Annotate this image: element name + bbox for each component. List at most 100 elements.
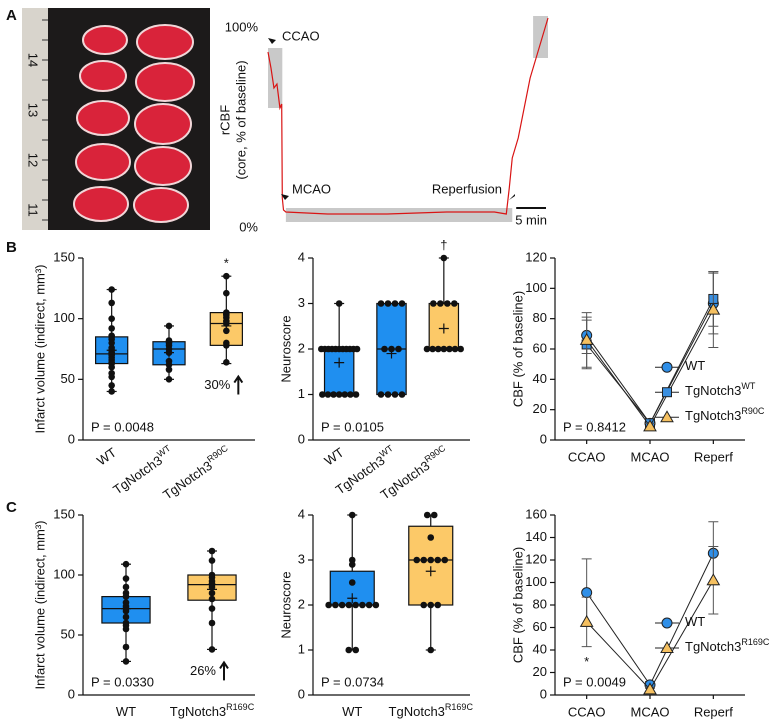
- y-axis-label: Neuroscore: [278, 571, 293, 638]
- data-point: [365, 601, 373, 609]
- data-point: [108, 325, 115, 332]
- y-tick-label: 50: [61, 626, 75, 641]
- y-tick-label: 40: [533, 371, 547, 386]
- data-point: [223, 359, 230, 366]
- x-tick-label-text: WT: [94, 445, 119, 469]
- p-value: P = 0.0330: [91, 674, 154, 689]
- data-point: [643, 419, 657, 432]
- x-tick-label: WT: [342, 704, 362, 719]
- increase-label: 30%: [204, 377, 230, 392]
- significance-mark: *: [224, 256, 229, 271]
- data-point: [391, 391, 399, 398]
- y-tick-label: 150: [53, 506, 75, 521]
- brain-slices: [73, 24, 195, 223]
- data-point: [427, 601, 435, 609]
- y-tick-label: 100: [53, 566, 75, 581]
- y-tick-label: 4: [298, 249, 305, 264]
- y-tick-label: 80: [533, 310, 547, 325]
- x-tick-label: Reperf: [694, 449, 733, 464]
- data-point: [441, 556, 449, 564]
- p-value: P = 0.0734: [321, 674, 384, 689]
- data-point: [165, 361, 173, 369]
- panel-letter: A: [6, 7, 17, 24]
- data-point: [381, 345, 388, 353]
- data-point: [332, 601, 339, 609]
- data-point: [208, 619, 216, 627]
- x-tick-label-sup: R169C: [445, 702, 474, 712]
- ruler: [22, 8, 48, 230]
- data-point: [427, 556, 435, 564]
- y-tick-label: 80: [533, 596, 547, 611]
- box: [323, 348, 355, 396]
- data-point: [122, 560, 130, 568]
- ruler-label: 11: [26, 203, 41, 217]
- data-point: [440, 345, 448, 353]
- y-tick-label: 0: [298, 686, 305, 701]
- increase-arrow: [233, 374, 244, 395]
- data-point: [444, 300, 451, 307]
- legend-label: WT: [685, 359, 705, 374]
- data-point: [208, 547, 216, 555]
- data-point: [208, 583, 216, 591]
- data-point: [434, 601, 442, 609]
- x-tick-label-sup: R90C: [423, 443, 448, 465]
- x-tick-label-text: TgNotch3: [170, 704, 226, 719]
- y-tick-label: 3: [298, 295, 305, 310]
- data-point: [706, 302, 721, 315]
- data-point: [165, 376, 173, 383]
- y-axis-label: CBF (% of baseline): [510, 291, 525, 407]
- x-tick-label: Reperf: [694, 704, 733, 719]
- increase-arrow: [219, 660, 229, 681]
- data-point: [341, 391, 349, 398]
- data-point: [122, 607, 130, 615]
- y-tick-label: 50: [61, 371, 75, 386]
- y-tick-label: 1: [298, 386, 305, 401]
- increase-label: 26%: [190, 663, 216, 678]
- data-point: [122, 575, 130, 582]
- rcbf-trace: [267, 17, 549, 215]
- legend-label-sup: R90C: [741, 407, 765, 417]
- data-point: [208, 557, 216, 564]
- x-tick-label: CCAO: [568, 704, 606, 719]
- averaging-window: [285, 208, 513, 222]
- data-point: [223, 272, 230, 280]
- event-arrowhead: [268, 38, 276, 44]
- x-tick-label: MCAO: [631, 449, 670, 464]
- data-point: [391, 300, 399, 307]
- y-tick-label: 0: [68, 686, 75, 701]
- data-point: [223, 327, 230, 335]
- x-tick-label: WT: [116, 704, 136, 719]
- data-point: [706, 573, 721, 586]
- legend-label-sup: R169C: [741, 637, 770, 647]
- ruler-label: 12: [26, 153, 41, 167]
- y-tick-label: 0: [540, 431, 547, 446]
- data-point: [423, 511, 431, 519]
- y-tick-label: 100: [53, 310, 75, 325]
- data-point: [122, 613, 130, 621]
- data-point: [353, 345, 361, 353]
- y-axis-label: CBF (% of baseline): [510, 547, 525, 663]
- data-point: [372, 601, 380, 609]
- y-tick-label: 20: [533, 401, 547, 416]
- event-label: CCAO: [282, 28, 320, 43]
- legend-label-sup: WT: [741, 382, 755, 392]
- ruler-ticks: [42, 19, 48, 221]
- y-tick-label: 0: [298, 431, 305, 446]
- data-point: [398, 300, 406, 307]
- p-value: P = 0.8412: [563, 419, 626, 434]
- event-arrowhead: [281, 194, 289, 200]
- data-point: [165, 322, 173, 330]
- legend-marker: [662, 387, 672, 398]
- data-point: [108, 315, 115, 322]
- y-tick-label: 40: [533, 641, 547, 656]
- y-axis-label: rCBF: [217, 105, 232, 135]
- y-tick-label: 3: [298, 551, 305, 566]
- data-point: [108, 299, 115, 307]
- legend-label-text: TgNotch3: [685, 639, 741, 654]
- data-point: [108, 339, 115, 347]
- data-point: [108, 388, 115, 395]
- data-point: [165, 349, 173, 356]
- data-point: [325, 601, 332, 609]
- panel-letter: C: [6, 499, 17, 516]
- y-tick-label: 150: [53, 249, 75, 264]
